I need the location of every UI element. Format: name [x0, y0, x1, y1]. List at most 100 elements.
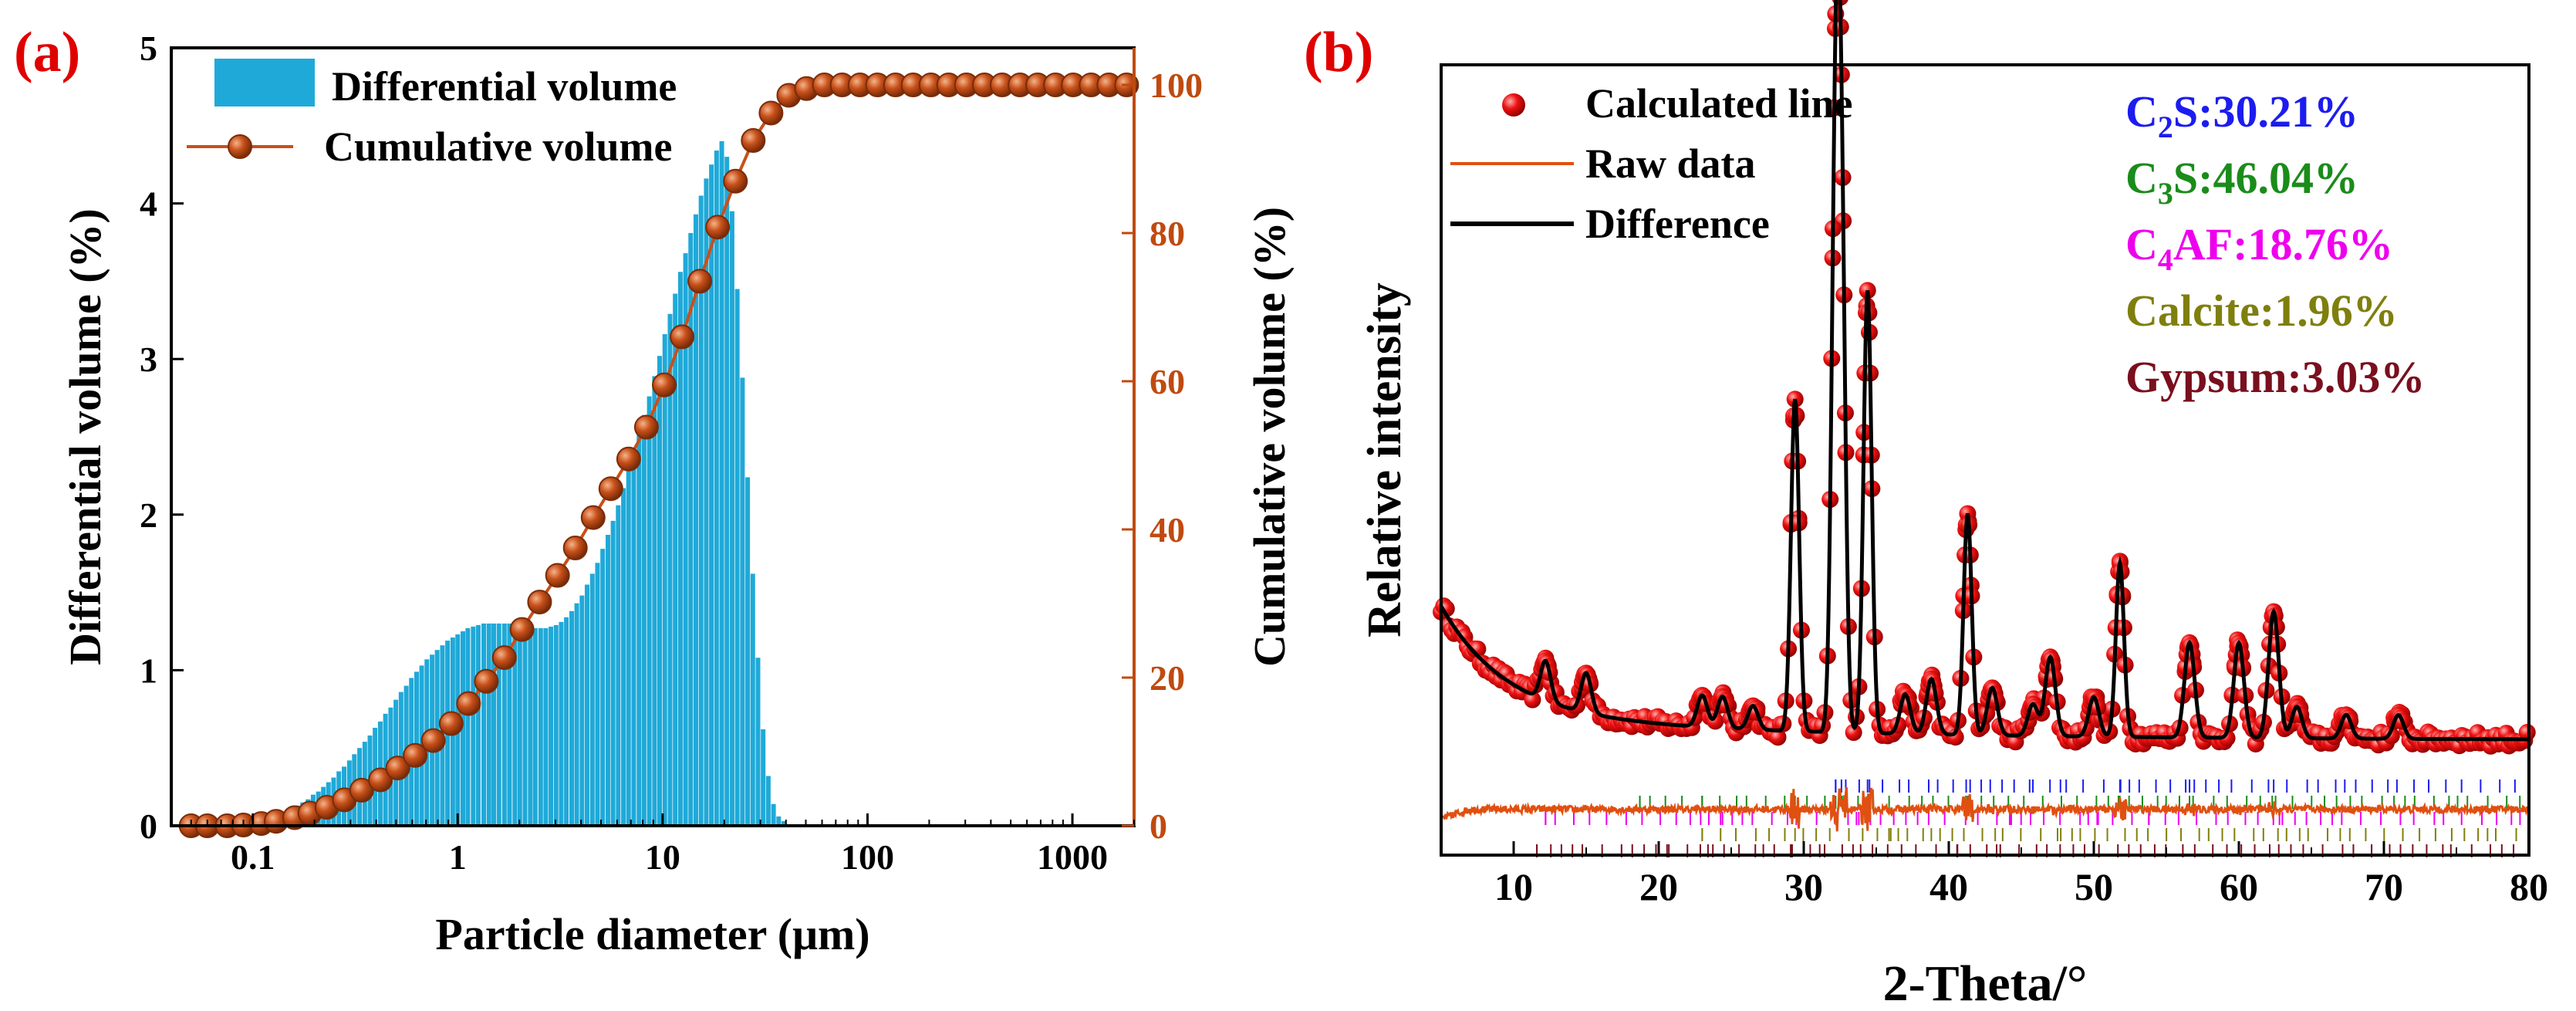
a-bar	[553, 624, 559, 826]
a-bar	[667, 313, 673, 827]
a-bar	[600, 549, 606, 826]
a-bar	[621, 488, 626, 826]
a-cumulative-point	[420, 728, 446, 753]
b-legend-difference: Difference	[1585, 201, 1770, 247]
a-x-axis-label: Particle diameter (μm)	[435, 909, 869, 959]
a-bar	[512, 624, 518, 826]
a-legend: Differential volume Cumulative volume	[187, 59, 677, 170]
b-x-ticks: 10 20 30 40 50 60 70 80	[1440, 841, 2548, 908]
a-bar	[475, 624, 481, 826]
a-cumulative-point	[456, 691, 481, 716]
b-x-tick-label: 60	[2220, 865, 2258, 908]
a-y-tick-label: 1	[140, 651, 157, 690]
a-legend-differential: Differential volume	[332, 63, 677, 110]
a-cumulative-point	[474, 668, 499, 694]
phase-c3s: C3S:46.04%	[2125, 153, 2358, 211]
a-cumulative-point	[741, 128, 766, 153]
a-bar	[606, 535, 611, 826]
b-plot-frame	[1440, 63, 2530, 857]
a-y2-tick-label: 40	[1150, 510, 1185, 549]
a-cumulative-point	[562, 536, 588, 560]
a-bar	[465, 627, 471, 826]
a-cumulative-point	[758, 100, 784, 126]
a-bar	[693, 214, 698, 826]
a-bar	[755, 658, 761, 826]
a-bar	[528, 626, 533, 826]
b-calc-point	[2518, 723, 2536, 741]
b-legend-calculated: Calculated line	[1585, 80, 1853, 127]
a-bar	[471, 626, 476, 826]
a-bar	[709, 164, 714, 826]
a-bar	[481, 623, 487, 826]
a-bar	[782, 820, 787, 826]
a-y-axis-label: Differential volume (%)	[60, 208, 110, 665]
b-x-tick-label: 40	[1929, 865, 1968, 908]
b-raw-data-line	[1440, 787, 2530, 832]
a-bar	[750, 573, 755, 826]
b-phase-list: C2S:30.21% C3S:46.04% C4AF:18.76% Calcit…	[2125, 86, 2425, 402]
a-cumulative-point	[580, 505, 606, 530]
b-x-axis-label: 2-Theta/°	[1883, 955, 2088, 1011]
a-bar	[496, 623, 501, 826]
a-bar	[714, 150, 719, 826]
b-reflection-ticks-group	[1536, 779, 2530, 857]
a-bar	[683, 253, 688, 826]
a-x-tick-label: 10	[645, 837, 680, 877]
panel-b-xrd-chart: (b) 10 20 30 40 50 60 70 80 2-Theta/° Relative …	[1304, 0, 2548, 1011]
a-bar	[584, 584, 589, 826]
a-x-ticks: 0.1 1 10 100 1000	[170, 813, 1135, 877]
a-y2-tick-label: 80	[1150, 214, 1185, 253]
a-bar	[517, 624, 522, 826]
a-bar	[538, 627, 543, 826]
a-cumulative-point	[616, 446, 641, 472]
b-x-tick-label: 30	[1784, 865, 1823, 908]
a-y-ticks: 0 1 2 3 4 5	[140, 29, 184, 846]
b-x-tick-label: 20	[1639, 865, 1678, 908]
phase-gypsum: Gypsum:3.03%	[2125, 352, 2425, 402]
b-calc-point	[2382, 727, 2400, 745]
a-bar	[559, 621, 564, 826]
a-bar	[589, 573, 595, 826]
a-cumulative-point	[491, 645, 517, 671]
a-bar	[461, 631, 466, 826]
phase-c4af: C4AF:18.76%	[2125, 219, 2393, 277]
a-bar	[673, 293, 678, 826]
a-bars-group	[254, 140, 787, 827]
a-bar	[626, 471, 631, 826]
a-bar	[631, 454, 636, 826]
b-calc-point	[2218, 729, 2236, 747]
a-y2-tick-label: 20	[1150, 658, 1185, 698]
a-bar	[647, 396, 652, 826]
a-bar	[574, 603, 579, 826]
a-bar	[486, 623, 491, 826]
a-y-tick-label: 5	[140, 29, 157, 68]
a-bar	[698, 195, 704, 826]
a-bar	[704, 178, 709, 826]
a-legend-bar-swatch	[214, 59, 315, 107]
b-raw-data-group	[1440, 787, 2530, 832]
phase-c2s: C2S:30.21%	[2125, 86, 2358, 144]
a-y2-tick-label: 0	[1150, 806, 1167, 846]
a-bar	[729, 211, 734, 826]
a-bar	[543, 627, 549, 826]
a-bar	[734, 289, 740, 827]
a-y2-tick-label: 60	[1150, 362, 1185, 401]
a-cumulative-point	[368, 767, 393, 793]
b-legend-raw: Raw data	[1585, 140, 1756, 187]
a-cumulative-point	[687, 269, 713, 294]
a-cumulative-point	[670, 324, 695, 350]
a-bar	[761, 729, 766, 826]
b-calc-point	[1845, 724, 1862, 742]
a-bar	[765, 776, 771, 826]
a-cumulative-point	[705, 215, 731, 240]
panel-a-label: (a)	[14, 21, 80, 84]
a-bar	[641, 414, 647, 826]
phase-calcite: Calcite:1.96%	[2125, 286, 2398, 336]
a-bar	[677, 272, 683, 827]
a-y2-tick-label: 100	[1150, 66, 1203, 105]
a-bar	[771, 803, 776, 826]
a-bar	[532, 627, 538, 826]
a-bar	[579, 595, 585, 826]
a-y2-ticks: 0 20 40 60 80 100	[1122, 66, 1203, 846]
